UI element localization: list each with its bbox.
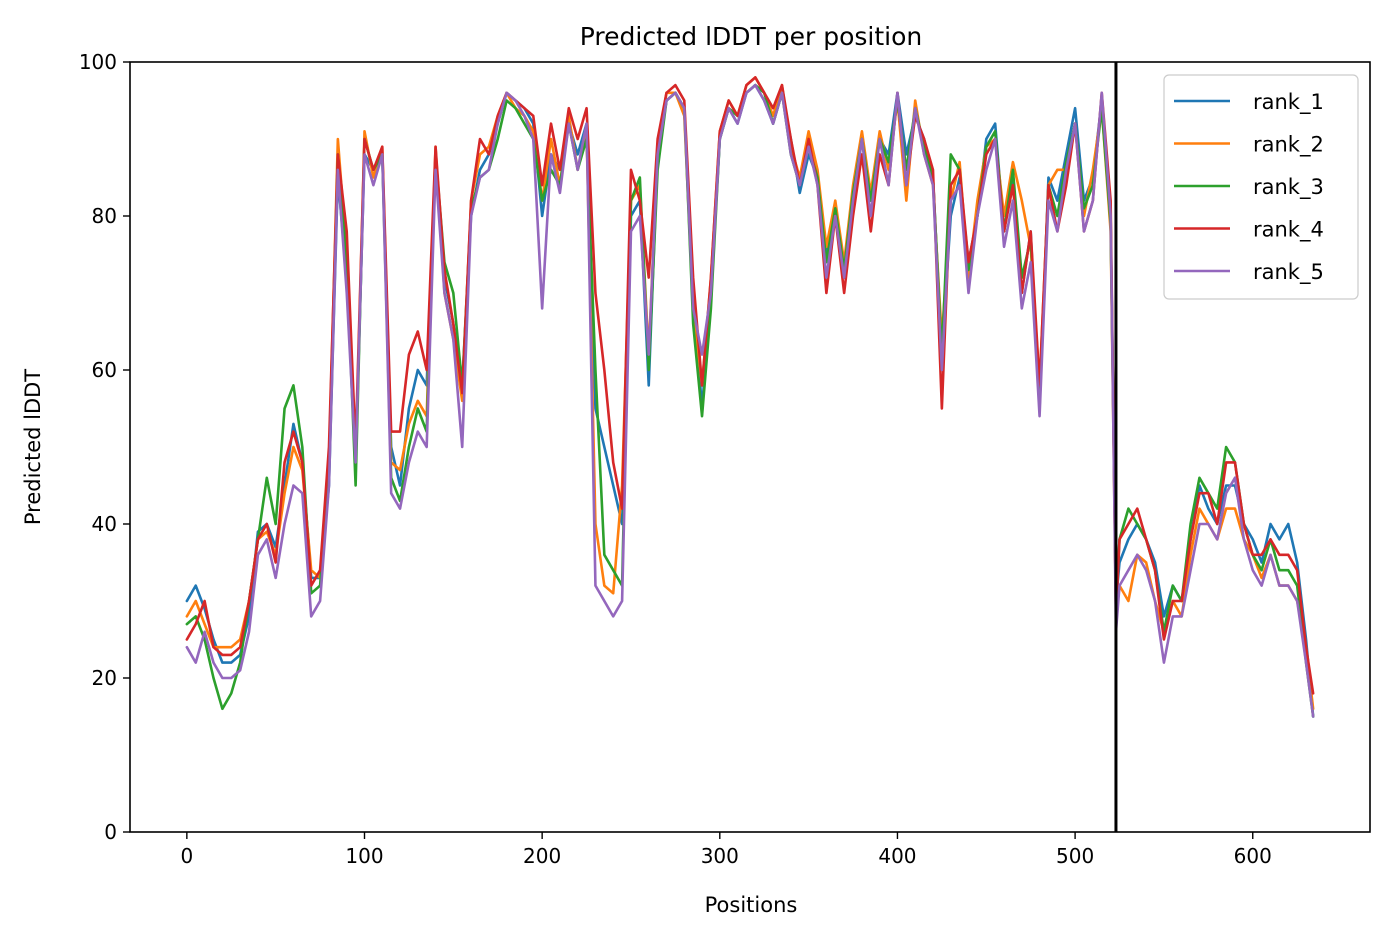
series-line-rank_5	[185, 83, 1315, 718]
legend-items: rank_1 rank_2 rank_3 rank_4 rank_5	[1174, 90, 1324, 285]
legend-label-rank_5: rank_5	[1253, 260, 1324, 285]
legend-label-rank_1: rank_1	[1253, 90, 1324, 115]
legend-box	[1163, 74, 1359, 300]
y-tick-label: 20	[92, 666, 117, 690]
y-tick-label: 80	[92, 204, 117, 228]
legend-label-rank_2: rank_2	[1253, 133, 1324, 158]
x-tick-label: 0	[180, 844, 193, 868]
legend: rank_1 rank_2 rank_3 rank_4 rank_5	[1163, 74, 1359, 300]
x-axis-ticks: 0 100 200 300 400 500 600	[180, 832, 1272, 868]
legend-label-rank_4: rank_4	[1253, 218, 1324, 243]
y-axis-ticks: 0 20 40 60 80 100	[79, 50, 130, 844]
x-axis-label: Positions	[705, 893, 798, 917]
chart-title: Predicted lDDT per position	[580, 22, 922, 51]
plot-area-frame	[129, 61, 1371, 833]
legend-label-rank_3: rank_3	[1253, 175, 1324, 200]
x-tick-label: 500	[1056, 844, 1094, 868]
y-tick-label: 100	[79, 50, 117, 74]
y-axis-label: Predicted lDDT	[21, 369, 45, 525]
y-tick-label: 60	[92, 358, 117, 382]
x-tick-label: 100	[345, 844, 383, 868]
x-tick-label: 600	[1234, 844, 1272, 868]
x-tick-label: 200	[523, 844, 561, 868]
y-tick-label: 40	[92, 512, 117, 536]
x-tick-label: 300	[701, 844, 739, 868]
series-layer	[185, 76, 1315, 718]
x-tick-label: 400	[878, 844, 916, 868]
y-tick-label: 0	[104, 820, 117, 844]
series-line-rank_4	[185, 76, 1315, 695]
